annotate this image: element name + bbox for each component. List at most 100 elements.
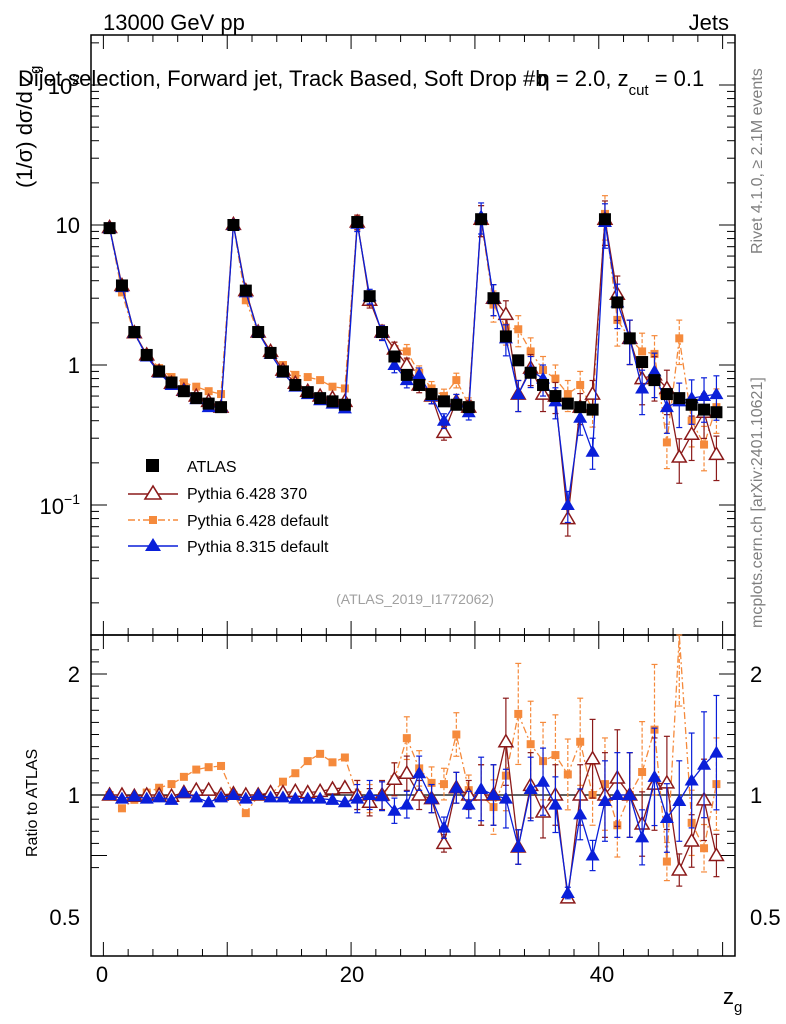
point-pythia-8-315-default-ratio: [424, 791, 439, 804]
point-atlas: [376, 326, 389, 339]
point-pythia-6-428-default-ratio: [179, 772, 188, 781]
y-axis-label-ratio: Ratio to ATLAS: [24, 749, 41, 857]
point-pythia-8-315-default-ratio: [622, 788, 637, 800]
point-pythia-6-428-default-ratio: [303, 757, 312, 766]
point-pythia-6-428-default-ratio: [278, 777, 287, 786]
point-atlas: [264, 346, 277, 359]
point-atlas: [487, 292, 500, 305]
point-pythia-8-315-default-ratio: [164, 792, 179, 805]
point-pythia-8-315-default-ratio: [548, 797, 563, 810]
point-atlas: [301, 386, 314, 399]
legend-marker-py6-370: [143, 484, 163, 500]
point-pythia-6-428-370-ratio: [435, 834, 453, 850]
point-atlas: [611, 296, 624, 309]
y-tick-0.1-exp: −1: [64, 491, 80, 507]
point-pythia-6-428-370-ratio: [497, 733, 515, 748]
point-pythia-8-315-default-ratio: [672, 794, 687, 807]
point-atlas: [252, 326, 265, 339]
point-pythia-8-315-default-ratio: [697, 757, 712, 770]
series-atlas: [103, 213, 723, 419]
point-pythia-6-428-370-ratio: [683, 832, 700, 847]
point-pythia-8-315-default-ratio: [412, 766, 427, 779]
point-pythia-6-428-default: [316, 376, 325, 385]
point-atlas: [698, 403, 711, 416]
point-atlas: [326, 395, 339, 408]
point-atlas: [685, 398, 698, 411]
point-atlas: [462, 401, 475, 414]
point-atlas: [338, 398, 351, 411]
point-atlas: [314, 392, 327, 405]
point-atlas: [524, 366, 537, 379]
ratio-tick-label-0.5-left: 0.5: [49, 905, 80, 930]
legend: ATLAS Pythia 6.428 370 Pythia 6.428 defa…: [128, 459, 329, 556]
point-pythia-6-428-default: [514, 325, 523, 334]
point-pythia-6-428-default-ratio: [662, 857, 671, 866]
point-pythia-6-428-default-ratio: [192, 765, 201, 774]
subtitle-cut: cut: [629, 82, 650, 99]
point-atlas: [227, 219, 240, 231]
point-pythia-6-428-default-ratio: [328, 758, 337, 767]
point-pythia-6-428-370: [708, 445, 725, 461]
point-pythia-8-315-default-ratio: [226, 788, 241, 800]
point-pythia-6-428-default: [192, 382, 201, 391]
point-atlas: [388, 350, 401, 363]
series-line-pythia-6-428-default-ratio: [109, 634, 718, 862]
point-atlas: [190, 392, 203, 405]
point-pythia-6-428-default: [638, 347, 647, 356]
point-atlas: [153, 365, 166, 378]
point-pythia-6-428-default-ratio: [638, 768, 647, 777]
point-pythia-8-315-default-ratio: [313, 791, 328, 804]
point-pythia-8-315-default: [635, 381, 650, 394]
point-pythia-8-315-default-ratio: [659, 810, 674, 823]
point-pythia-6-428-370: [497, 305, 515, 321]
point-pythia-6-428-default: [576, 380, 585, 389]
point-pythia-8-315-default: [573, 410, 588, 423]
point-atlas: [549, 390, 562, 403]
point-pythia-8-315-default-ratio: [102, 788, 117, 800]
legend-marker-py6-default: [149, 516, 157, 524]
point-pythia-8-315-default: [412, 367, 427, 380]
point-pythia-6-428-default: [117, 288, 126, 297]
point-atlas: [400, 368, 413, 381]
point-pythia-8-315-default-ratio: [152, 790, 167, 803]
point-pythia-8-315-default-ratio: [597, 794, 612, 807]
series-pythia-8-315-default-ratio: [102, 694, 724, 900]
point-pythia-8-315-default: [560, 498, 575, 510]
series-line-pythia-8-315-default-ratio: [109, 752, 717, 894]
point-pythia-6-428-default: [328, 382, 337, 391]
point-pythia-6-428-default: [526, 347, 535, 356]
point-pythia-8-315-default-ratio: [176, 785, 191, 798]
point-pythia-8-315-default-ratio: [498, 791, 513, 804]
point-pythia-6-428-default-ratio: [551, 751, 560, 760]
point-pythia-8-315-default: [697, 389, 712, 402]
point-pythia-8-315-default-ratio: [189, 790, 204, 803]
point-atlas: [239, 284, 252, 297]
point-pythia-6-428-default: [700, 440, 709, 449]
y-tick-0.1-base: 10: [40, 494, 64, 519]
point-pythia-8-315-default-ratio: [523, 781, 538, 794]
point-pythia-8-315-default-ratio: [536, 774, 551, 787]
point-atlas: [202, 397, 215, 410]
point-atlas: [177, 385, 190, 398]
point-pythia-6-428-370-ratio: [336, 779, 354, 794]
point-atlas: [437, 395, 450, 408]
point-atlas: [450, 398, 463, 411]
legend-label-py6-370: Pythia 6.428 370: [187, 486, 307, 503]
series-pythia-6-428-default-ratio: [105, 634, 721, 882]
point-pythia-6-428-default-ratio: [117, 804, 126, 813]
point-pythia-8-315-default-ratio: [350, 791, 365, 804]
legend-marker-atlas: [146, 459, 159, 472]
point-pythia-8-315-default-ratio: [275, 790, 290, 803]
point-pythia-8-315-default-ratio: [201, 795, 216, 808]
y-axis-label-main-text: (1/σ) dσ/d z: [12, 74, 37, 188]
point-pythia-8-315-default-ratio: [511, 840, 526, 853]
point-pythia-8-315-default-ratio: [238, 791, 253, 804]
point-pythia-8-315-default-ratio: [127, 789, 142, 802]
point-pythia-6-428-370-ratio: [200, 781, 217, 796]
y-tick-label-0.1: 10−1: [40, 491, 81, 519]
subtitle-eta: η = 2.0, z: [537, 66, 628, 91]
x-tick-label-20: 20: [340, 962, 364, 987]
point-atlas: [165, 376, 178, 389]
y-tick-100-base: 10: [48, 74, 72, 99]
